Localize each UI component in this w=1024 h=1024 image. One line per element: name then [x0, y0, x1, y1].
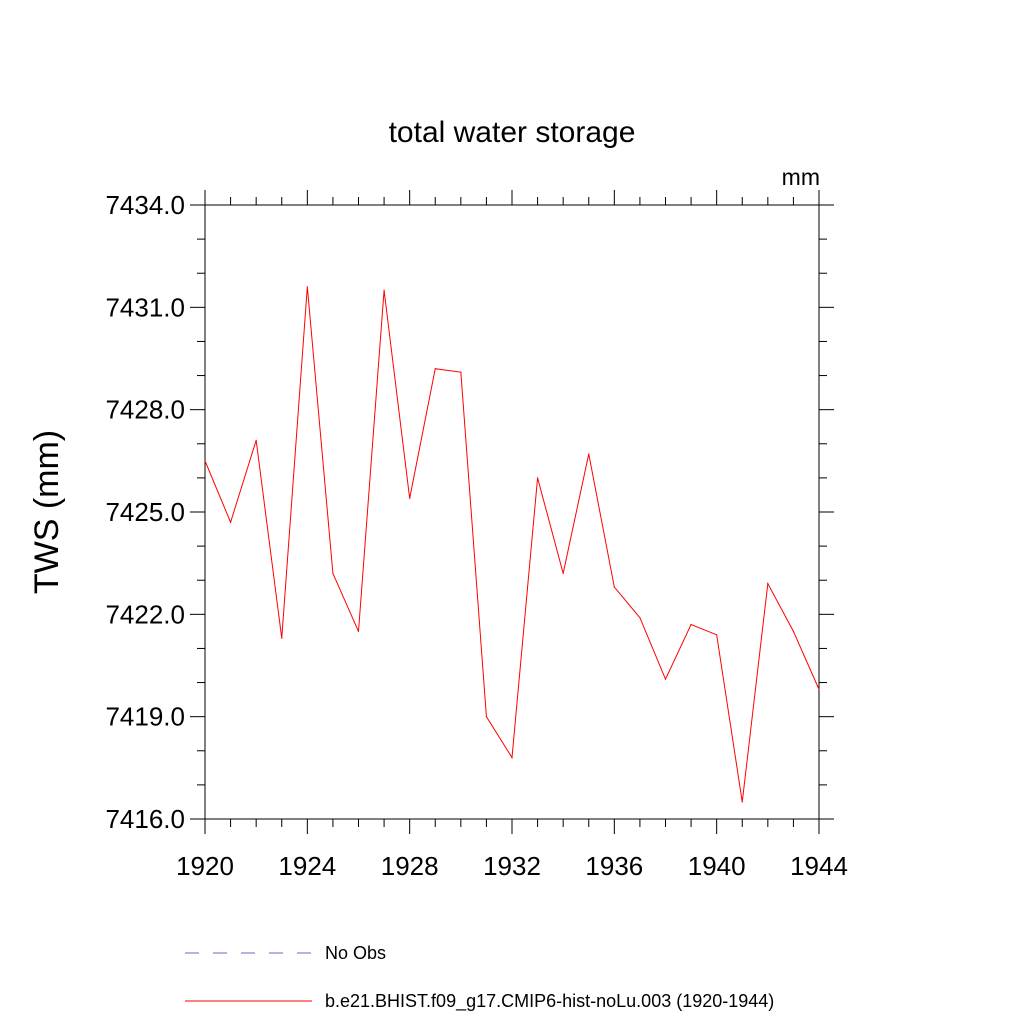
units-label: mm [782, 164, 820, 190]
data-point [434, 368, 436, 370]
series-line [204, 286, 820, 803]
data-point [229, 521, 232, 523]
x-tick-label: 1924 [278, 851, 336, 881]
data-point [639, 617, 641, 619]
series-group [204, 286, 820, 803]
axis-ticks [190, 190, 834, 834]
data-point [357, 630, 360, 632]
data-point [690, 623, 692, 626]
data-point [485, 716, 488, 718]
data-point [664, 678, 667, 680]
data-point [409, 497, 411, 499]
data-point [588, 453, 590, 455]
y-tick-label: 7425.0 [105, 497, 185, 527]
x-tick-label: 1936 [585, 851, 643, 881]
legend-label-model-run: b.e21.BHIST.f09_g17.CMIP6-hist-noLu.003 … [325, 991, 774, 1012]
x-tick-label: 1944 [790, 851, 848, 881]
data-point [255, 439, 257, 441]
axis-tick-labels: 1920 1924 1928 1932 1936 1940 1944 7416.0 7419.0… [105, 190, 847, 881]
data-point [204, 460, 206, 462]
data-point [767, 583, 769, 585]
data-point [716, 634, 718, 636]
x-tick-label: 1920 [176, 851, 234, 881]
data-point [332, 572, 334, 575]
y-axis-label: TWS (mm) [28, 430, 66, 594]
legend: No Obs b.e21.BHIST.f09_g17.CMIP6-hist-no… [185, 943, 774, 1012]
legend-label-no-obs: No Obs [325, 943, 386, 963]
y-tick-label: 7428.0 [105, 395, 185, 425]
y-tick-label: 7422.0 [105, 599, 185, 629]
data-point [511, 757, 513, 759]
data-point [741, 801, 743, 803]
y-tick-label: 7419.0 [105, 702, 185, 732]
data-point [562, 572, 564, 575]
x-tick-label: 1928 [381, 851, 439, 881]
data-point [306, 286, 308, 288]
y-tick-label: 7431.0 [105, 292, 185, 322]
chart-title: total water storage [389, 116, 636, 149]
data-point [536, 477, 539, 479]
y-tick-label: 7434.0 [105, 190, 185, 220]
data-point [792, 630, 795, 632]
x-tick-label: 1940 [688, 851, 746, 881]
x-tick-label: 1932 [483, 851, 541, 881]
data-point [818, 688, 820, 690]
data-point [460, 371, 462, 373]
data-point [613, 586, 615, 588]
data-point [281, 637, 283, 639]
plot-frame [204, 204, 820, 820]
y-tick-label: 7416.0 [105, 804, 185, 834]
data-point [383, 289, 385, 291]
